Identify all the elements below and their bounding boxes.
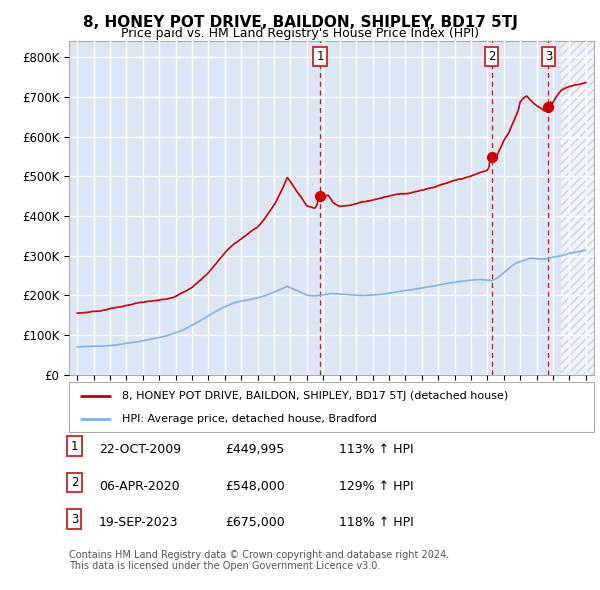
Text: 2: 2 bbox=[488, 50, 496, 63]
Text: 118% ↑ HPI: 118% ↑ HPI bbox=[339, 516, 414, 529]
Point bbox=[315, 191, 325, 201]
Text: 3: 3 bbox=[545, 50, 552, 63]
Text: £675,000: £675,000 bbox=[225, 516, 285, 529]
Text: 1: 1 bbox=[316, 50, 324, 63]
Text: 06-APR-2020: 06-APR-2020 bbox=[99, 480, 179, 493]
Text: £449,995: £449,995 bbox=[225, 443, 284, 456]
FancyBboxPatch shape bbox=[69, 382, 594, 432]
Text: 8, HONEY POT DRIVE, BAILDON, SHIPLEY, BD17 5TJ: 8, HONEY POT DRIVE, BAILDON, SHIPLEY, BD… bbox=[83, 15, 517, 30]
Text: Price paid vs. HM Land Registry's House Price Index (HPI): Price paid vs. HM Land Registry's House … bbox=[121, 27, 479, 40]
Point bbox=[487, 152, 497, 162]
Text: 113% ↑ HPI: 113% ↑ HPI bbox=[339, 443, 413, 456]
Text: £548,000: £548,000 bbox=[225, 480, 285, 493]
Text: Contains HM Land Registry data © Crown copyright and database right 2024.
This d: Contains HM Land Registry data © Crown c… bbox=[69, 550, 449, 572]
Text: 2: 2 bbox=[71, 476, 78, 489]
Text: 3: 3 bbox=[71, 513, 78, 526]
Text: 1: 1 bbox=[71, 440, 78, 453]
Text: 8, HONEY POT DRIVE, BAILDON, SHIPLEY, BD17 5TJ (detached house): 8, HONEY POT DRIVE, BAILDON, SHIPLEY, BD… bbox=[121, 391, 508, 401]
Text: HPI: Average price, detached house, Bradford: HPI: Average price, detached house, Brad… bbox=[121, 414, 376, 424]
Text: 19-SEP-2023: 19-SEP-2023 bbox=[99, 516, 179, 529]
Text: 129% ↑ HPI: 129% ↑ HPI bbox=[339, 480, 413, 493]
Point bbox=[544, 102, 553, 112]
Text: 22-OCT-2009: 22-OCT-2009 bbox=[99, 443, 181, 456]
Bar bbox=[561, 41, 594, 375]
